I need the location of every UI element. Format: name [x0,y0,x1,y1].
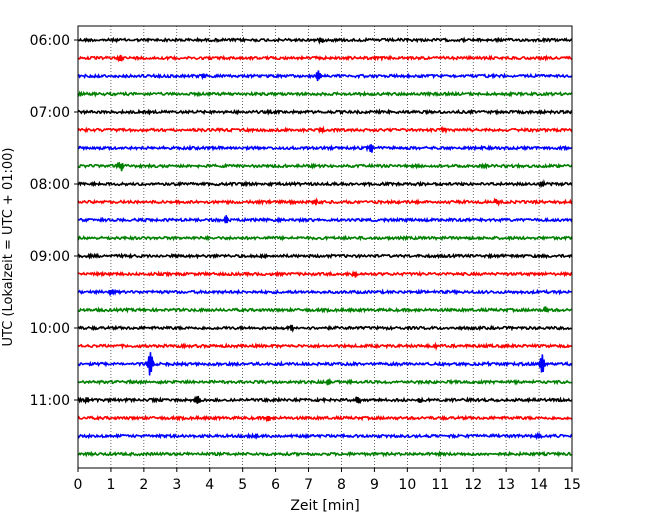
trace-line [77,395,573,405]
y-tick-label: 08:00 [30,177,70,193]
seismogram-traces [77,36,573,458]
trace-line [77,270,573,278]
x-tick-label: 9 [370,477,379,493]
x-tick-label: 4 [205,477,214,493]
x-tick-label: 6 [271,477,280,493]
x-tick-label: 1 [106,477,115,493]
trace-line [77,125,573,135]
trace-line [77,324,573,333]
x-tick-label: 13 [497,477,515,493]
y-tick-label: 09:00 [30,249,70,265]
y-tick-label: 07:00 [30,105,70,121]
trace-line [77,450,573,458]
x-tick-label: 10 [398,477,416,493]
y-tick-label: 10:00 [30,321,70,337]
x-tick-label: 7 [304,477,313,493]
x-tick-label: 12 [464,477,482,493]
trace-line [77,197,573,207]
trace-line [77,234,573,242]
x-tick-label: 8 [337,477,346,493]
x-tick-label: 0 [74,477,83,493]
trace-line [77,414,573,423]
x-axis-title: Zeit [min] [290,498,359,514]
x-tick-label: 2 [139,477,148,493]
trace-line [77,108,573,116]
x-tick-label: 15 [563,477,581,493]
trace-line [77,352,573,376]
y-tick-label: 11:00 [30,393,70,409]
trace-line [77,144,573,153]
trace-line [77,215,573,224]
trace-line [77,70,573,82]
x-tick-label: 11 [431,477,449,493]
plot-frame [77,25,573,469]
trace-line [77,179,573,189]
x-tick-label: 5 [238,477,247,493]
trace-line [77,90,573,98]
trace-line [77,36,573,45]
trace-line [77,161,573,172]
trace-line [77,431,573,441]
trace-line [77,305,573,314]
y-tick-label: 06:00 [30,33,70,49]
x-tick-label: 14 [530,477,548,493]
y-axis-ticks: 06:00 07:00 08:00 09:00 10:00 11:00 [30,33,78,409]
x-axis-ticks: 0 1 2 3 4 5 6 7 8 9 10 11 12 13 14 15 [74,468,581,493]
y-axis-title: UTC (Lokalzeit = UTC + 01:00) [1,148,16,347]
trace-line [77,54,573,63]
x-tick-label: 3 [172,477,181,493]
trace-line [77,252,573,260]
trace-line [77,377,573,386]
trace-line [77,288,573,296]
trace-line [77,341,573,352]
